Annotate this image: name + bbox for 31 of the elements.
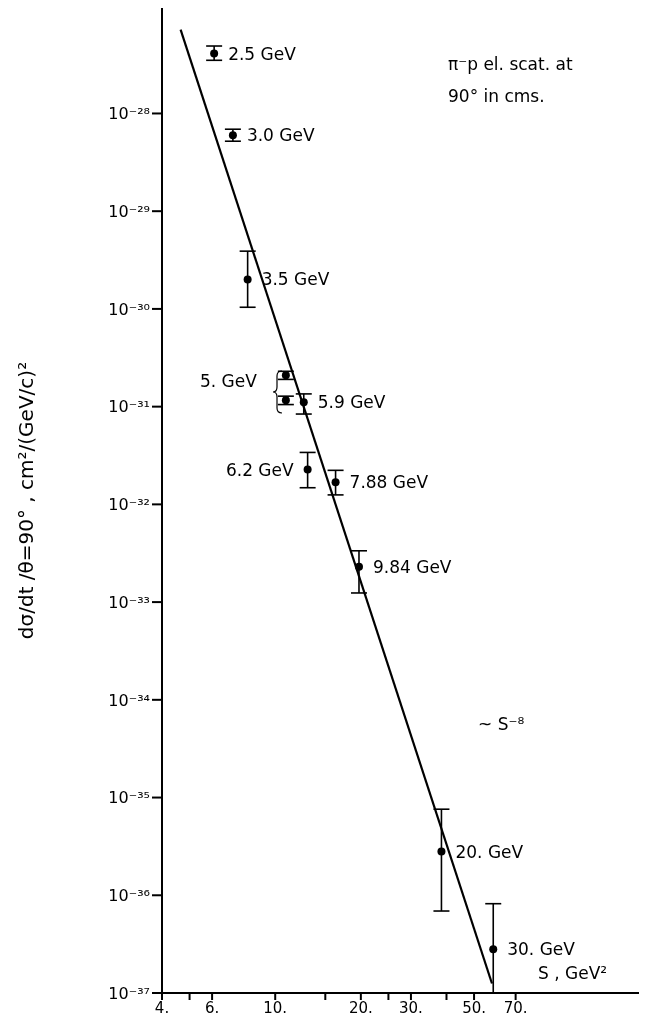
y-tick-label: 10⁻³⁰ (108, 299, 150, 319)
x-tick-label: 50. (462, 998, 486, 1017)
x-tick-label: 20. (348, 998, 373, 1017)
y-tick-label: 10⁻³⁵ (108, 788, 150, 808)
annotation: 20. GeV (455, 841, 524, 862)
annotation: 3.5 GeV (261, 269, 330, 290)
annotation: 2.5 GeV (228, 43, 297, 64)
x-axis-title: S , GeV² (538, 963, 608, 983)
x-tick-label: 6. (204, 998, 220, 1017)
y-tick-label: 10⁻³⁷ (108, 983, 150, 1003)
annotation: 5. GeV (200, 370, 258, 393)
annotation: 5.9 GeV (317, 392, 386, 413)
y-tick-label: 10⁻³⁴ (108, 690, 150, 710)
y-tick-label: 10⁻³⁶ (108, 885, 150, 905)
y-axis-title: dσ/dt /θ=90° , cm²/(GeV/c)² (14, 361, 39, 640)
y-tick-label: 10⁻²⁹ (108, 201, 150, 221)
annotation: 9.84 GeV (372, 556, 452, 577)
annotation: 7.88 GeV (349, 472, 429, 493)
y-tick-label: 10⁻³³ (108, 592, 150, 612)
y-tick-label: 10⁻²⁸ (108, 104, 150, 124)
x-tick-label: 30. (399, 998, 423, 1017)
x-tick-label: 4. (154, 998, 170, 1017)
y-tick-label: 10⁻³¹ (108, 397, 150, 417)
annotation: π⁻p el. scat. at 90° in cms. (448, 53, 574, 108)
annotation: 30. GeV (507, 939, 576, 960)
annotation: 6.2 GeV (225, 459, 294, 480)
annotation: 3.0 GeV (246, 125, 315, 146)
x-tick-label: 70. (503, 998, 528, 1017)
x-tick-label: 10. (263, 998, 288, 1017)
annotation: ~ S⁻⁸ (478, 713, 526, 736)
y-tick-label: 10⁻³² (108, 495, 150, 515)
